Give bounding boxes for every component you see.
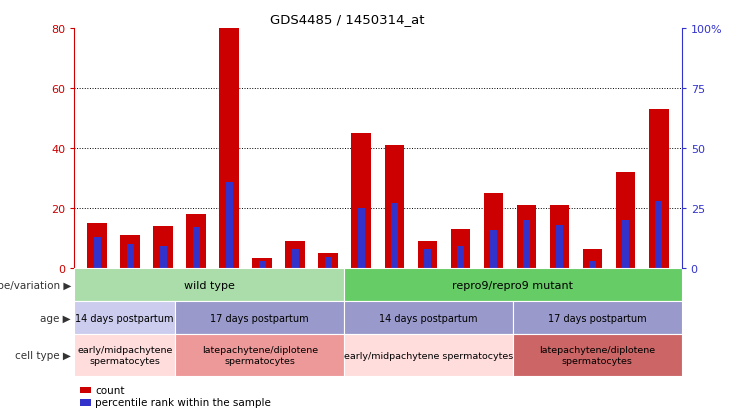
Bar	[513, 335, 682, 376]
Bar	[325, 258, 332, 268]
Bar	[391, 204, 398, 268]
Text: wild type: wild type	[184, 280, 235, 290]
Bar	[358, 209, 365, 268]
Bar	[655, 202, 662, 268]
Bar	[490, 230, 497, 268]
Bar	[193, 228, 200, 268]
Text: repro9/repro9 mutant: repro9/repro9 mutant	[453, 280, 574, 290]
Bar	[176, 301, 344, 335]
Bar	[80, 387, 91, 393]
Text: latepachytene/diplotene
spermatocytes: latepachytene/diplotene spermatocytes	[202, 346, 318, 365]
Bar	[648, 110, 668, 268]
Bar	[253, 258, 272, 268]
Bar	[87, 223, 107, 268]
Text: cell type ▶: cell type ▶	[15, 350, 71, 360]
Bar	[153, 226, 173, 268]
Bar	[385, 146, 405, 268]
Text: genotype/variation ▶: genotype/variation ▶	[0, 280, 71, 290]
Bar	[550, 206, 569, 268]
Bar	[582, 249, 602, 268]
Text: 17 days postpartum: 17 days postpartum	[210, 313, 309, 323]
Bar	[74, 301, 176, 335]
Bar	[285, 242, 305, 268]
Bar	[74, 268, 344, 301]
Text: early/midpachytene
spermatocytes: early/midpachytene spermatocytes	[77, 346, 173, 365]
Bar	[351, 134, 371, 268]
Text: latepachytene/diplotene
spermatocytes: latepachytene/diplotene spermatocytes	[539, 346, 655, 365]
Bar	[516, 206, 536, 268]
Bar	[292, 249, 299, 268]
Bar	[589, 261, 597, 268]
Bar	[226, 182, 233, 268]
Text: age ▶: age ▶	[41, 313, 71, 323]
Bar	[344, 301, 513, 335]
Text: 17 days postpartum: 17 days postpartum	[548, 313, 647, 323]
Bar	[80, 399, 91, 406]
Bar	[187, 215, 206, 268]
Bar	[457, 247, 464, 268]
Bar	[616, 173, 636, 268]
Bar	[74, 335, 176, 376]
Bar	[513, 301, 682, 335]
Title: GDS4485 / 1450314_at: GDS4485 / 1450314_at	[270, 13, 425, 26]
Bar	[93, 237, 101, 268]
Bar	[159, 247, 167, 268]
Bar	[319, 254, 339, 268]
Bar	[451, 230, 471, 268]
Text: percentile rank within the sample: percentile rank within the sample	[96, 397, 271, 407]
Text: 14 days postpartum: 14 days postpartum	[379, 313, 478, 323]
Bar	[417, 242, 437, 268]
Bar	[344, 335, 513, 376]
Bar	[259, 261, 266, 268]
Bar	[176, 335, 344, 376]
Text: early/midpachytene spermatocytes: early/midpachytene spermatocytes	[344, 351, 514, 360]
Bar	[622, 221, 629, 268]
Bar	[523, 221, 530, 268]
Bar	[127, 244, 134, 268]
Bar	[219, 29, 239, 268]
Bar	[484, 194, 503, 268]
Bar	[556, 225, 563, 268]
Bar	[344, 268, 682, 301]
Text: count: count	[96, 385, 125, 395]
Bar	[120, 235, 140, 268]
Text: 14 days postpartum: 14 days postpartum	[76, 313, 174, 323]
Bar	[424, 249, 431, 268]
